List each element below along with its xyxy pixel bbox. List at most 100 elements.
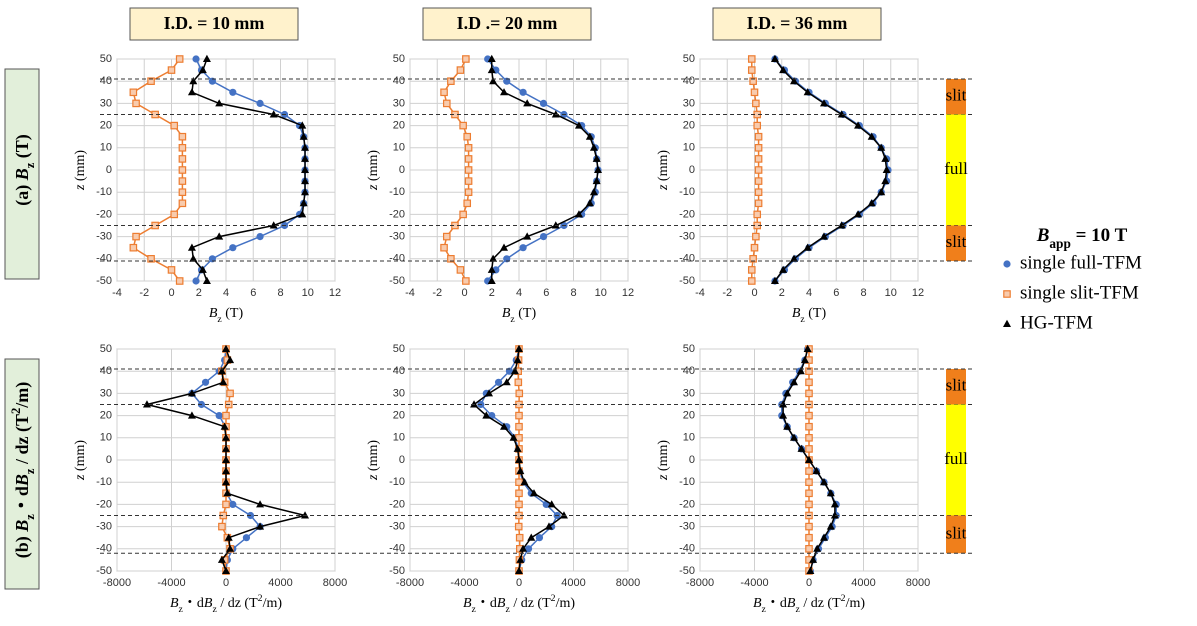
text-segment: B bbox=[792, 306, 801, 321]
data-point bbox=[770, 54, 779, 62]
data-point bbox=[523, 99, 532, 107]
data-point bbox=[222, 500, 230, 509]
x-tick-label: -4000 bbox=[740, 577, 768, 589]
data-point bbox=[175, 277, 184, 285]
data-point bbox=[187, 88, 196, 96]
y-tick-label: 40 bbox=[683, 365, 695, 377]
y-tick-label: 50 bbox=[100, 343, 112, 355]
data-point bbox=[178, 177, 187, 185]
y-tick-label: 30 bbox=[683, 97, 695, 109]
data-point bbox=[463, 132, 472, 141]
y-tick-label: -10 bbox=[96, 476, 112, 488]
y-tick-label: 50 bbox=[393, 53, 405, 65]
data-point bbox=[487, 65, 496, 74]
x-tick-label: -2 bbox=[139, 287, 149, 299]
data-point bbox=[877, 188, 886, 196]
y-axis-label: z (mm) bbox=[366, 150, 381, 191]
data-point bbox=[202, 276, 211, 284]
x-tick-label: -8000 bbox=[103, 577, 131, 589]
data-point bbox=[299, 132, 308, 140]
data-point bbox=[523, 232, 532, 240]
x-tick-label: 4 bbox=[516, 287, 522, 299]
text-segment: = 10 T bbox=[1071, 225, 1128, 246]
data-point bbox=[256, 233, 264, 241]
y-tick-label: 0 bbox=[689, 164, 695, 176]
data-point bbox=[464, 155, 473, 163]
data-point bbox=[805, 533, 813, 542]
region-bar bbox=[946, 404, 966, 516]
text-segment: (mm) bbox=[73, 440, 88, 475]
legend-marker bbox=[1003, 319, 1011, 327]
data-point bbox=[187, 243, 196, 251]
data-point bbox=[594, 165, 603, 173]
y-tick-label: 20 bbox=[393, 120, 405, 132]
text-segment: 2 bbox=[841, 593, 846, 604]
text-segment: z bbox=[73, 184, 88, 191]
text-segment: (T) bbox=[805, 306, 827, 321]
text-segment: (T) bbox=[222, 306, 244, 321]
data-point bbox=[482, 411, 491, 419]
data-point bbox=[500, 243, 509, 251]
data-point bbox=[217, 367, 226, 375]
data-point bbox=[447, 255, 455, 263]
text-segment: 2 bbox=[551, 593, 556, 604]
text-segment: B bbox=[502, 306, 511, 321]
data-point bbox=[790, 433, 799, 441]
data-point bbox=[464, 144, 473, 152]
data-point bbox=[142, 400, 151, 408]
text-segment: z bbox=[472, 604, 477, 615]
x-tick-label: 12 bbox=[912, 287, 924, 299]
data-point bbox=[882, 165, 891, 173]
text-segment: (mm) bbox=[656, 150, 671, 185]
data-point bbox=[198, 65, 207, 74]
y-tick-label: -30 bbox=[679, 521, 695, 533]
data-point bbox=[515, 389, 524, 398]
data-point bbox=[298, 121, 307, 129]
x-tick-label: 0 bbox=[461, 287, 467, 299]
y-tick-label: 30 bbox=[683, 387, 695, 399]
y-tick-label: 10 bbox=[393, 432, 405, 444]
y-tick-label: -20 bbox=[389, 498, 405, 510]
data-point bbox=[514, 522, 523, 531]
data-point bbox=[256, 500, 265, 508]
data-point bbox=[589, 143, 598, 151]
y-tick-label: 20 bbox=[683, 410, 695, 422]
data-point bbox=[242, 534, 251, 542]
x-tick-label: 8000 bbox=[616, 577, 640, 589]
text-segment: z bbox=[656, 184, 671, 191]
data-point bbox=[837, 221, 846, 229]
data-point bbox=[747, 66, 756, 74]
y-tick-label: 20 bbox=[683, 120, 695, 132]
text-segment: /m) bbox=[556, 596, 576, 611]
data-point bbox=[809, 555, 818, 563]
data-point bbox=[509, 433, 518, 441]
data-point bbox=[806, 566, 815, 574]
data-point bbox=[198, 265, 207, 273]
text-segment: B bbox=[170, 596, 179, 611]
header-box bbox=[712, 7, 882, 41]
data-point bbox=[167, 266, 176, 274]
data-point bbox=[147, 77, 155, 86]
legend-marker bbox=[1003, 290, 1011, 298]
y-tick-label: 20 bbox=[100, 120, 112, 132]
data-point bbox=[218, 522, 226, 531]
data-point bbox=[519, 88, 527, 96]
y-tick-label: -20 bbox=[96, 498, 112, 510]
y-tick-label: 30 bbox=[100, 387, 112, 399]
data-point bbox=[217, 555, 226, 563]
data-point bbox=[215, 232, 224, 240]
data-point bbox=[487, 54, 496, 62]
data-point bbox=[167, 66, 176, 74]
x-tick-label: 8 bbox=[277, 287, 283, 299]
data-point bbox=[539, 99, 548, 107]
legend-label: single full-TFM bbox=[1020, 252, 1142, 273]
data-point bbox=[754, 188, 763, 197]
data-point bbox=[215, 99, 224, 107]
region-label: slit bbox=[946, 232, 967, 251]
data-point bbox=[515, 489, 523, 498]
data-point bbox=[299, 199, 308, 207]
text-segment: app bbox=[1049, 236, 1070, 251]
data-point bbox=[222, 433, 230, 441]
x-tick-label: 8000 bbox=[323, 577, 347, 589]
data-point bbox=[192, 55, 200, 63]
